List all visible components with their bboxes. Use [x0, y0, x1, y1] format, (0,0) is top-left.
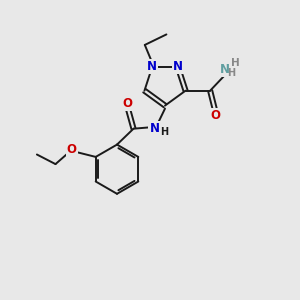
Text: N: N: [147, 60, 157, 73]
Text: H: H: [160, 127, 169, 137]
Text: N: N: [173, 60, 183, 73]
Text: H: H: [227, 68, 235, 78]
Text: H: H: [231, 58, 239, 68]
Text: N: N: [149, 122, 160, 135]
Text: O: O: [67, 143, 77, 157]
Text: N: N: [220, 63, 230, 76]
Text: O: O: [211, 110, 220, 122]
Text: O: O: [122, 97, 133, 110]
